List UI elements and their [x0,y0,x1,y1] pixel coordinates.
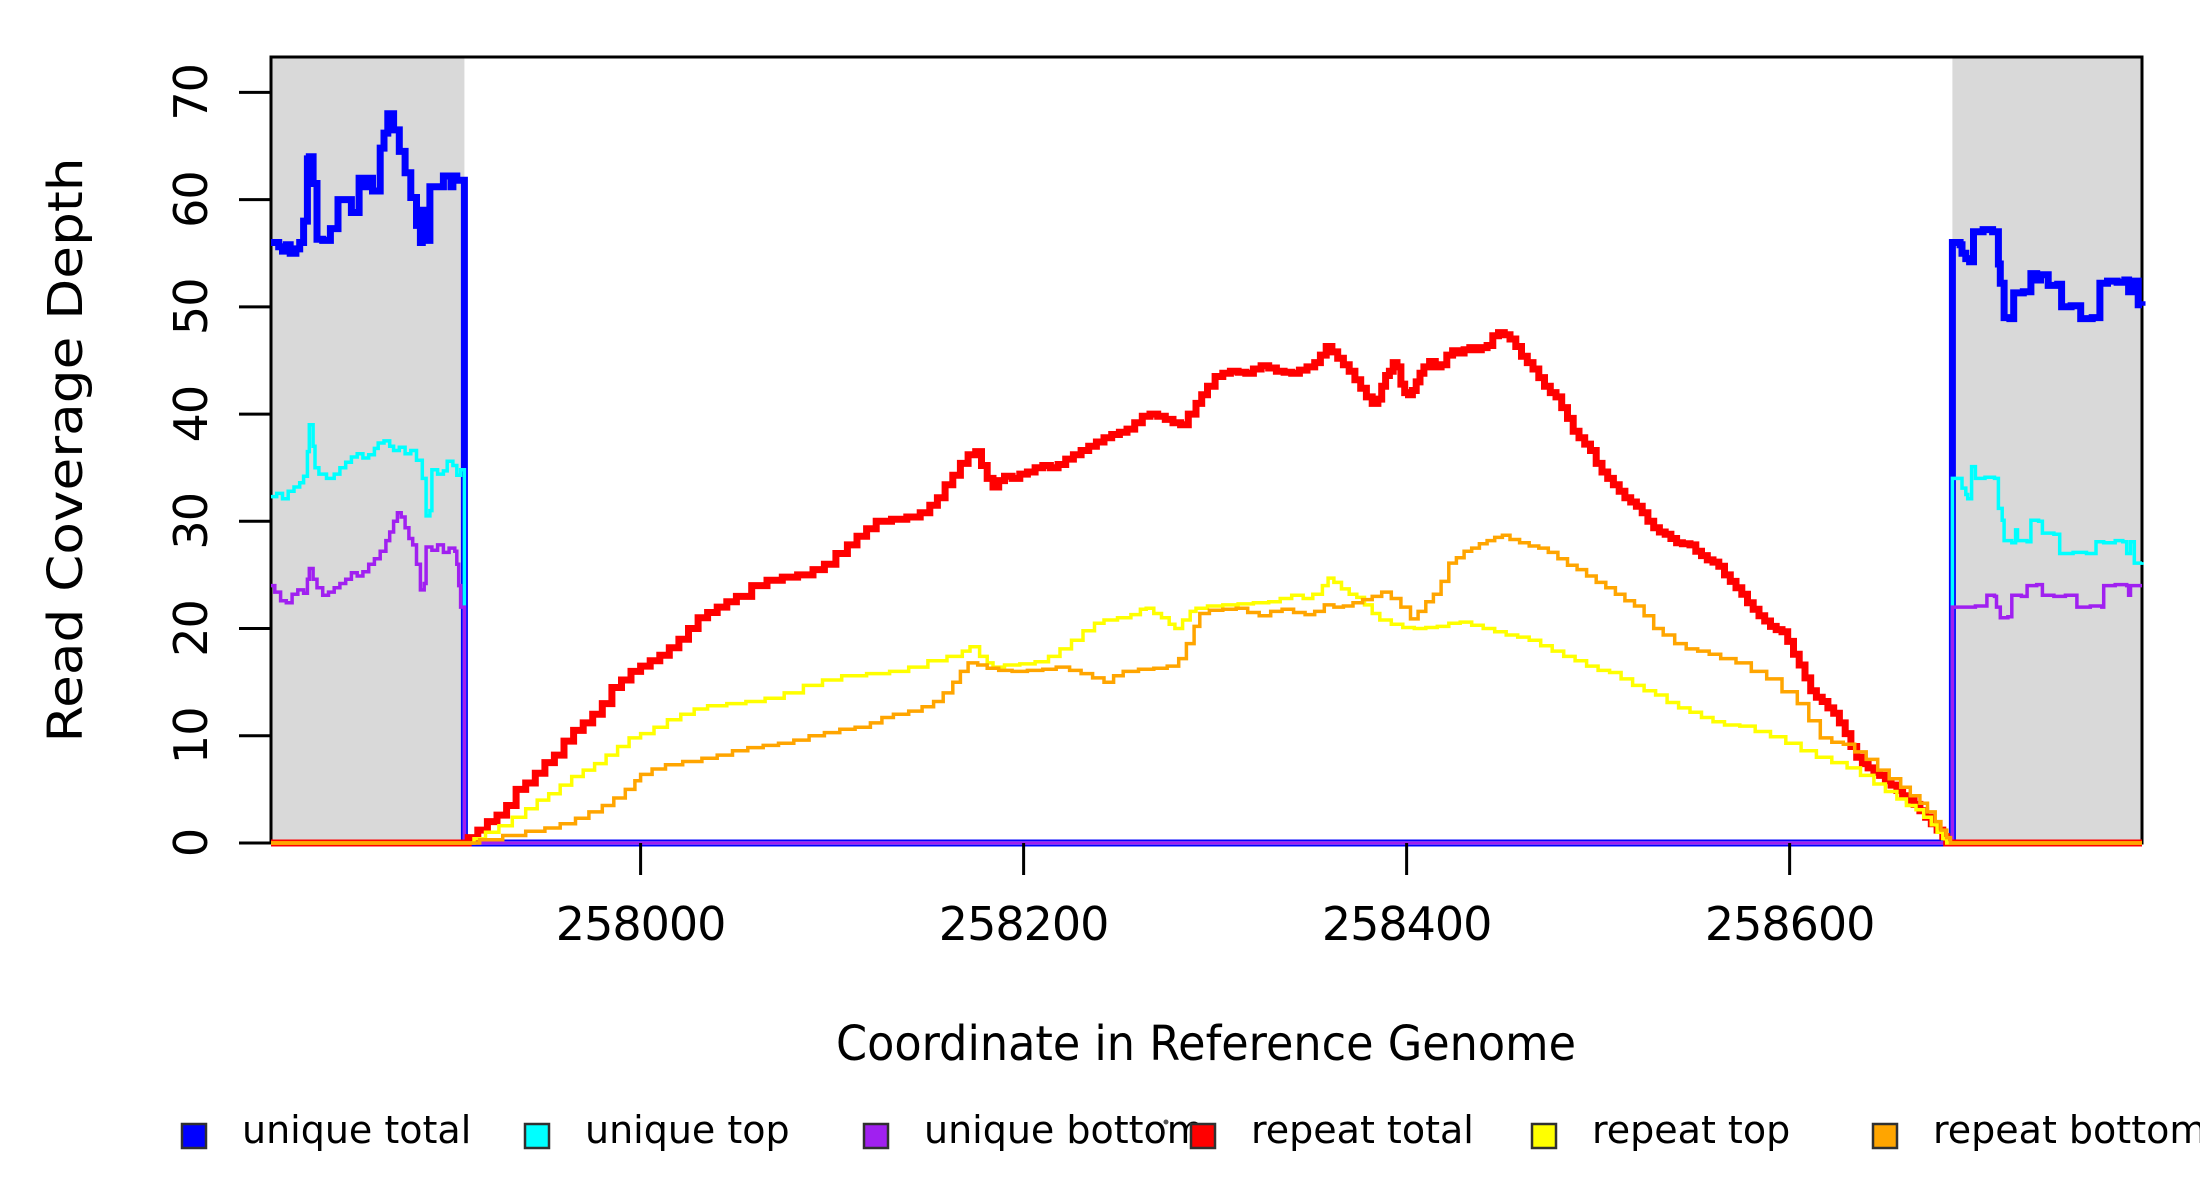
series-repeat-top [271,576,2142,845]
legend-label: unique bottom [924,1108,1204,1152]
legend-item-repeat-top: repeat top [1530,1108,1790,1152]
y-tick-label: 0 [164,829,218,857]
legend-label: repeat top [1592,1108,1790,1152]
y-tick-label: 40 [164,386,218,443]
x-tick-label: 258200 [939,897,1109,951]
legend-swatch [180,1122,208,1150]
legend-swatch [523,1122,551,1150]
y-tick-label: 20 [164,600,218,657]
y-tick-label: 70 [164,64,218,121]
x-tick-label: 258600 [1705,897,1875,951]
legend-label: repeat bottom [1933,1108,2200,1152]
legend-item-unique-bottom: unique bottom [862,1108,1204,1152]
y-axis-title: Read Coverage Depth [38,158,94,743]
series-unique-top [271,423,2144,845]
series-lines [271,110,2146,847]
legend-item-repeat-total: repeat total [1189,1108,1474,1152]
y-tick-label: 30 [164,493,218,550]
series-unique-bottom [271,510,2142,845]
axes: 258000 258200 258400 258600 0 10 20 30 40 50 60 70 [164,64,1875,951]
series-repeat-bottom [271,533,2142,845]
x-tick-label: 258400 [1322,897,1492,951]
legend-label: unique total [242,1108,471,1152]
shaded-regions [271,57,2142,843]
y-tick-label: 10 [164,708,218,765]
legend-swatch [1530,1122,1558,1150]
series-unique-total [271,110,2146,847]
legend-item-repeat-bottom: repeat bottom [1871,1108,2200,1152]
legend-item-unique-top: unique top [523,1108,790,1152]
legend-swatch [1189,1122,1217,1150]
legend-item-unique-total: unique total [180,1108,471,1152]
x-tick-label: 258000 [556,897,726,951]
x-axis-title: Coordinate in Reference Genome [836,1016,1576,1072]
legend: unique total unique top unique bottom repea… [180,1108,2200,1152]
y-tick-label: 50 [164,279,218,336]
shaded-region [1952,57,2142,843]
legend-swatch [862,1122,890,1150]
legend-label: unique top [585,1108,790,1152]
legend-swatch [1871,1122,1899,1150]
plot-frame [269,55,2144,845]
y-tick-label: 60 [164,171,218,228]
series-repeat-total [271,329,2142,847]
stray-dot [1163,1119,1169,1125]
legend-label: repeat total [1251,1108,1474,1152]
